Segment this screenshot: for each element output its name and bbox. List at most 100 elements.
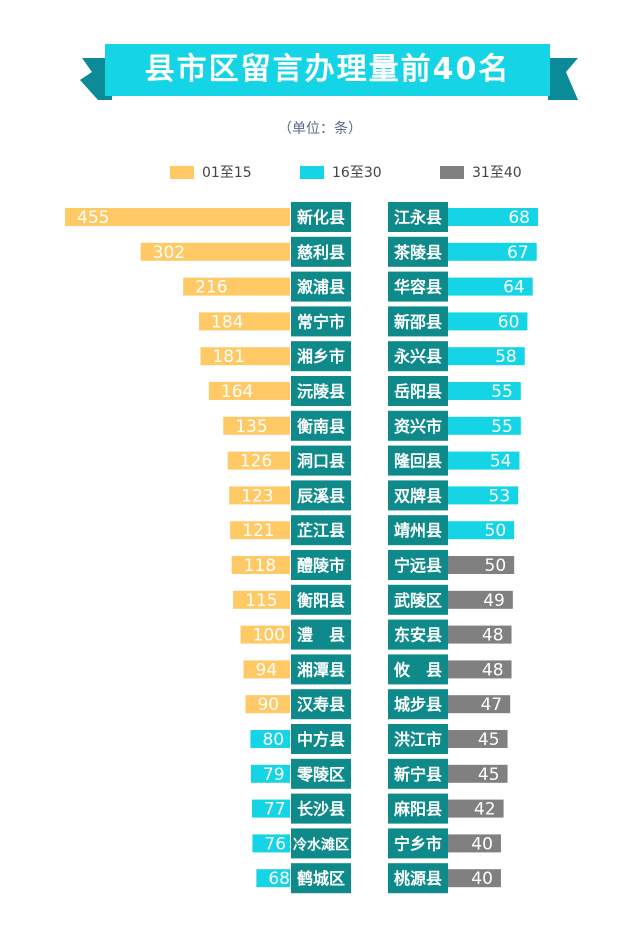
legend-swatch-1-15 xyxy=(170,166,194,179)
unit-note: （单位：条） xyxy=(278,121,362,137)
left-bar-value-label: 90 xyxy=(257,695,279,715)
left-county-label-bg xyxy=(291,445,351,476)
left-county-label-bg xyxy=(291,236,351,267)
right-county-label-bg xyxy=(388,654,448,685)
left-bar-value-label: 68 xyxy=(268,869,290,889)
left-county-label: 醴陵市 xyxy=(297,556,345,575)
left-county-label-bg xyxy=(291,376,351,406)
right-bar-value-label: 53 xyxy=(489,486,511,506)
left-bar-value-label: 216 xyxy=(195,278,227,298)
left-bar xyxy=(245,695,290,714)
left-county-label-bg xyxy=(291,828,351,859)
right-bar-value-label: 50 xyxy=(485,556,507,576)
right-bar xyxy=(448,590,513,609)
right-bar xyxy=(448,312,528,331)
left-bar xyxy=(240,625,290,644)
right-bar xyxy=(448,660,512,679)
left-bar xyxy=(250,764,290,783)
left-county-label: 衡南县 xyxy=(297,417,345,436)
right-county-label: 攸 县 xyxy=(393,660,442,679)
right-county-label-bg xyxy=(388,271,448,302)
legend-swatch-31-40 xyxy=(440,166,464,179)
right-bar xyxy=(448,764,508,783)
left-county-label-bg xyxy=(291,724,351,754)
right-bar-value-label: 40 xyxy=(471,869,493,889)
right-bar xyxy=(448,382,521,400)
left-bar xyxy=(65,208,290,226)
left-bar-value-label: 79 xyxy=(263,765,285,785)
right-bar xyxy=(448,869,501,888)
left-bar xyxy=(243,660,290,679)
left-bar xyxy=(230,521,290,540)
right-county-label-bg xyxy=(388,236,448,267)
left-bar-value-label: 181 xyxy=(212,347,244,367)
left-bar xyxy=(208,382,290,400)
right-county-label-bg xyxy=(388,341,448,372)
left-bar xyxy=(233,590,290,609)
left-bar-value-label: 184 xyxy=(211,312,243,332)
right-county-label: 双牌县 xyxy=(394,486,442,505)
right-county-label-bg xyxy=(388,376,448,406)
right-bar xyxy=(448,451,520,470)
left-county-label: 汉寿县 xyxy=(297,695,345,714)
right-county-label-bg xyxy=(388,724,448,754)
chart-title: 县市区留言办理量前40名 xyxy=(144,52,511,87)
right-county-label-bg xyxy=(388,619,448,650)
left-bar-value-label: 135 xyxy=(235,417,267,437)
left-county-label-bg xyxy=(291,515,351,546)
left-county-label: 澧 县 xyxy=(297,626,345,645)
right-bar-value-label: 47 xyxy=(481,695,503,715)
right-bar xyxy=(448,416,521,435)
right-bar-value-label: 68 xyxy=(508,208,530,228)
right-county-label: 宁乡市 xyxy=(394,834,442,853)
right-county-label: 靖州县 xyxy=(394,521,442,540)
right-county-label-bg xyxy=(388,202,448,232)
right-county-label-bg xyxy=(388,689,448,720)
right-bar-value-label: 45 xyxy=(478,765,500,785)
right-county-label: 宁远县 xyxy=(394,556,442,575)
right-county-label: 城步县 xyxy=(394,695,442,714)
right-bar xyxy=(448,208,538,226)
right-county-label-bg xyxy=(388,863,448,894)
right-bar xyxy=(448,556,515,574)
legend-label-16-30: 16至30 xyxy=(332,165,382,181)
right-bar xyxy=(448,277,533,296)
right-bar xyxy=(448,799,504,818)
right-bar xyxy=(448,486,519,505)
left-bar xyxy=(231,556,290,574)
left-county-label-bg xyxy=(291,863,351,894)
left-county-label: 衡阳县 xyxy=(297,591,345,610)
left-county-label: 常宁市 xyxy=(297,312,345,331)
right-bar xyxy=(448,521,515,540)
right-bar-value-label: 48 xyxy=(482,660,504,680)
left-county-label-bg xyxy=(291,584,351,615)
right-county-label: 新宁县 xyxy=(394,765,442,784)
right-county-label: 东安县 xyxy=(394,626,442,645)
right-bar xyxy=(448,730,508,748)
left-bar-value-label: 118 xyxy=(244,556,276,576)
right-bar-value-label: 54 xyxy=(490,452,512,472)
left-county-label: 慈利县 xyxy=(297,243,345,262)
left-county-label-bg xyxy=(291,689,351,720)
left-bar xyxy=(200,347,290,366)
legend-swatch-16-30 xyxy=(300,166,324,179)
right-county-label-bg xyxy=(388,793,448,824)
right-county-label: 岳阳县 xyxy=(394,382,442,401)
left-county-label: 鹤城区 xyxy=(297,869,345,888)
right-bar-value-label: 40 xyxy=(471,834,493,854)
legend-label-1-15: 01至15 xyxy=(202,165,252,181)
right-county-label-bg xyxy=(388,758,448,789)
left-county-label-bg xyxy=(291,271,351,302)
right-bar-value-label: 58 xyxy=(495,347,517,367)
title-banner: 县市区留言办理量前40名 xyxy=(0,0,640,110)
left-bar xyxy=(199,312,290,331)
left-county-label: 溆浦县 xyxy=(297,278,345,297)
left-bar-value-label: 302 xyxy=(153,243,185,263)
right-county-label: 华容县 xyxy=(394,278,442,297)
ribbon-main xyxy=(105,44,550,96)
right-county-label: 新邵县 xyxy=(394,312,442,331)
right-bar-value-label: 42 xyxy=(474,800,496,820)
left-bar-value-label: 126 xyxy=(240,452,272,472)
right-county-label: 洪江市 xyxy=(394,730,442,749)
left-county-label: 洞口县 xyxy=(297,452,345,471)
